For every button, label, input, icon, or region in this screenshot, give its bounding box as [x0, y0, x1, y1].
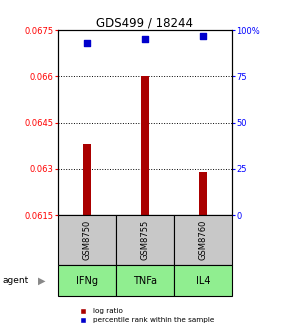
Text: TNFa: TNFa [133, 276, 157, 286]
Bar [116, 215, 174, 265]
Text: GSM8760: GSM8760 [198, 220, 208, 260]
Bar [83, 144, 91, 215]
Text: GSM8750: GSM8750 [82, 220, 92, 260]
Title: GDS499 / 18244: GDS499 / 18244 [97, 16, 193, 29]
Text: IFNg: IFNg [76, 276, 98, 286]
Point [85, 40, 89, 45]
Bar [174, 265, 232, 296]
Bar [58, 215, 116, 265]
Bar [141, 76, 149, 215]
Bar [58, 265, 116, 296]
Bar [174, 215, 232, 265]
Text: ▶: ▶ [38, 276, 45, 286]
Bar [116, 265, 174, 296]
Point [143, 37, 147, 42]
Text: GSM8755: GSM8755 [140, 220, 150, 260]
Legend: log ratio, percentile rank within the sample: log ratio, percentile rank within the sa… [73, 305, 217, 326]
Point [201, 34, 205, 39]
Text: IL4: IL4 [196, 276, 210, 286]
Bar [199, 172, 207, 215]
Text: agent: agent [3, 276, 29, 285]
